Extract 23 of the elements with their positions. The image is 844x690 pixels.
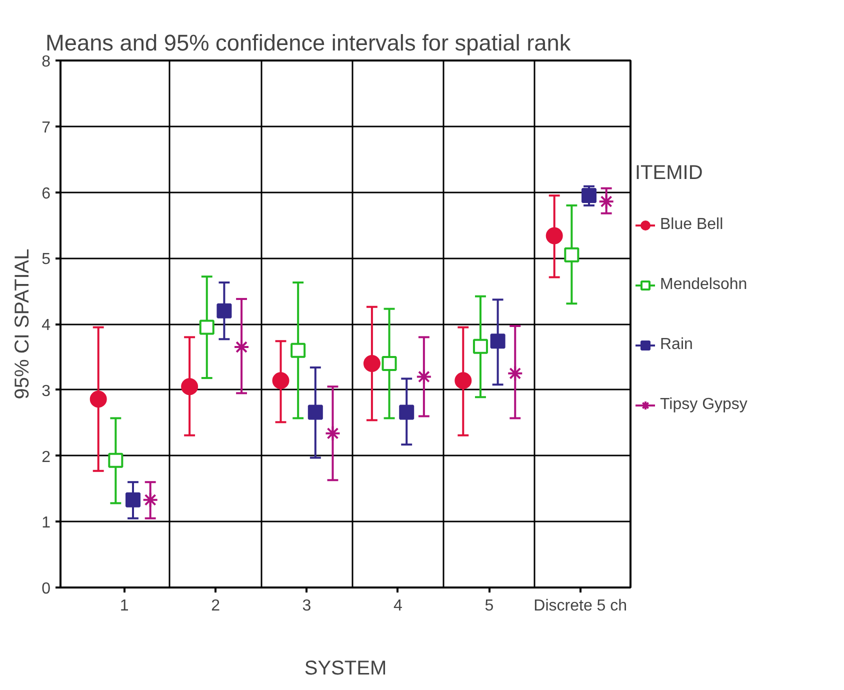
x-tick-label: 5 (484, 598, 494, 614)
legend-title: ITEMID (635, 162, 704, 185)
legend-label: Tipsy Gypsy (660, 396, 748, 414)
chart-title: Means and 95% confidence intervals for spatial rank (46, 30, 572, 56)
y-tick-label: 8 (42, 54, 51, 70)
y-tick-label: 3 (42, 382, 51, 400)
y-tick-label: 7 (42, 119, 51, 136)
x-tick-label: 1 (120, 598, 129, 614)
legend-label: Mendelsohn (660, 276, 748, 294)
y-tick-label: 6 (42, 185, 51, 202)
x-tick-label: 2 (211, 598, 220, 614)
x-axis-title: SYSTEM (304, 658, 387, 680)
legend-label: Rain (660, 336, 694, 354)
x-tick-label: Discrete 5 ch (534, 598, 628, 614)
x-tick-label: 3 (302, 598, 312, 614)
y-tick-label: 5 (42, 251, 51, 268)
legend-label: Blue Bell (660, 216, 724, 234)
y-tick-label: 4 (42, 317, 51, 334)
y-tick-label: 0 (42, 580, 51, 598)
x-tick-label: 4 (393, 598, 402, 614)
y-tick-label: 1 (42, 514, 51, 532)
y-tick-label: 2 (42, 448, 51, 466)
y-axis-title: 95% CI SPATIAL (12, 248, 34, 400)
